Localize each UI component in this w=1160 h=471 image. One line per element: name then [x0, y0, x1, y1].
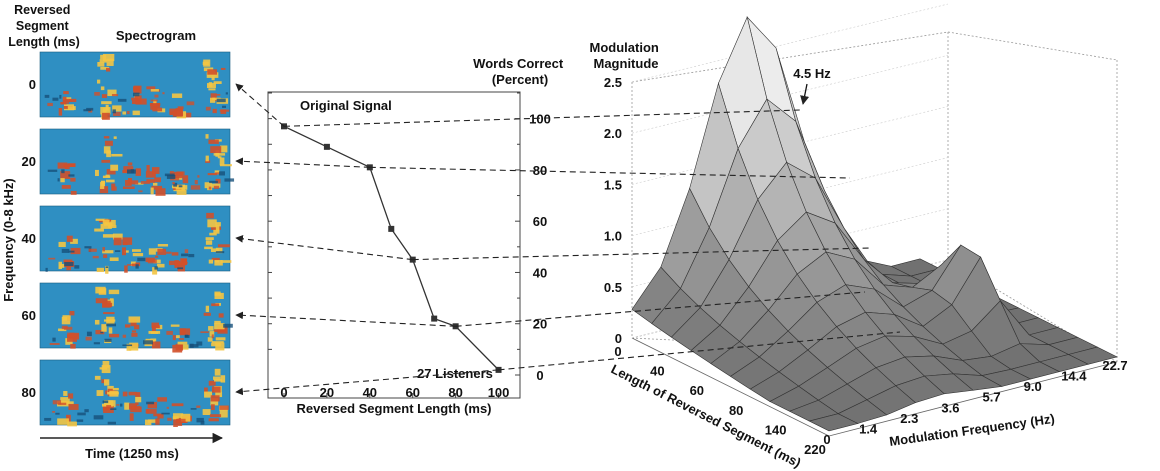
z-tick-1.5: 1.5: [604, 177, 622, 192]
frequency-tick-1.4: 1.4: [859, 421, 878, 436]
surface-facet: [808, 413, 859, 432]
line-ytick-100: 100: [529, 112, 551, 127]
frequency-tick-5.7: 5.7: [983, 390, 1001, 405]
line-point-20: [323, 143, 330, 150]
z-tick-0: 0: [615, 331, 622, 346]
segment-tick-220: 220: [804, 442, 826, 457]
segment-tick-40: 40: [650, 364, 664, 379]
segment-tick-80: 80: [729, 403, 743, 418]
spectrogram-60: [39, 282, 233, 353]
line-ytick-60: 60: [533, 214, 547, 229]
line-ytick-20: 20: [533, 317, 547, 332]
peak-annotation: 4.5 Hz: [793, 66, 831, 81]
spectrogram-header: Spectrogram: [116, 28, 196, 43]
line-xtick-60: 60: [405, 385, 419, 400]
segment-tick-0: 0: [614, 344, 621, 359]
intelligibility-line: [283, 125, 500, 371]
frequency-tick-0: 0: [823, 432, 830, 447]
connector-lines: [235, 83, 901, 396]
line-plot-frame: [267, 91, 521, 399]
z-tick-0.5: 0.5: [604, 280, 622, 295]
modulation-panel: Modulation Magnitude 0 0.5 1.0 1.5 2.0 2.5 0 4…: [590, 3, 1128, 470]
line-xtick-0: 0: [280, 385, 287, 400]
line-point-50: [388, 225, 395, 232]
segment-length-header: Reversed Segment Length (ms): [8, 3, 80, 49]
line-xtick-40: 40: [363, 385, 377, 400]
frequency-tick-2.3: 2.3: [900, 411, 918, 426]
intelligibility-panel: Words Correct (Percent) 0 20 40 60 80 100 0 20 4…: [267, 56, 567, 416]
z-tick-2.0: 2.0: [604, 126, 622, 141]
z-tick-1.0: 1.0: [604, 229, 622, 244]
line-x-axis-label: Reversed Segment Length (ms): [296, 401, 491, 416]
spectrogram-80: [39, 359, 231, 427]
words-correct-title: Words Correct (Percent): [473, 56, 567, 87]
peak-arrow: [800, 83, 810, 105]
line-xtick-100: 100: [488, 385, 510, 400]
frequency-tick-3.6: 3.6: [941, 400, 959, 415]
line-xtick-80: 80: [448, 385, 462, 400]
spectrogram-row-label-80: 80: [22, 385, 36, 400]
modulation-title: Modulation Magnitude: [590, 40, 663, 71]
spectrogram-panel: Reversed Segment Length (ms) Spectrogram…: [1, 3, 235, 461]
frequency-tick-9.0: 9.0: [1024, 379, 1042, 394]
line-point-70: [431, 315, 438, 322]
line-ytick-40: 40: [533, 265, 547, 280]
original-signal-label: Original Signal: [300, 98, 392, 113]
spectrogram-row-label-0: 0: [29, 77, 36, 92]
line-xtick-20: 20: [320, 385, 334, 400]
z-tick-2.5: 2.5: [604, 75, 622, 90]
spectrogram-row-label-20: 20: [22, 154, 36, 169]
spectrogram-0: [39, 51, 231, 120]
frequency-tick-14.4: 14.4: [1061, 369, 1087, 384]
spectrogram-40: [39, 205, 232, 275]
spectrogram-20: [39, 128, 235, 196]
frequency-axis-label: Frequency (0-8 kHz): [1, 178, 16, 302]
frequency-tick-22.7: 22.7: [1102, 358, 1127, 373]
time-axis-label: Time (1250 ms): [85, 446, 179, 461]
segment-tick-140: 140: [765, 422, 787, 437]
segment-tick-60: 60: [690, 383, 704, 398]
spectrogram-row-label-40: 40: [22, 231, 36, 246]
line-ytick-80: 80: [533, 163, 547, 178]
spectrogram-row-label-60: 60: [22, 308, 36, 323]
line-ytick-0: 0: [536, 368, 543, 383]
